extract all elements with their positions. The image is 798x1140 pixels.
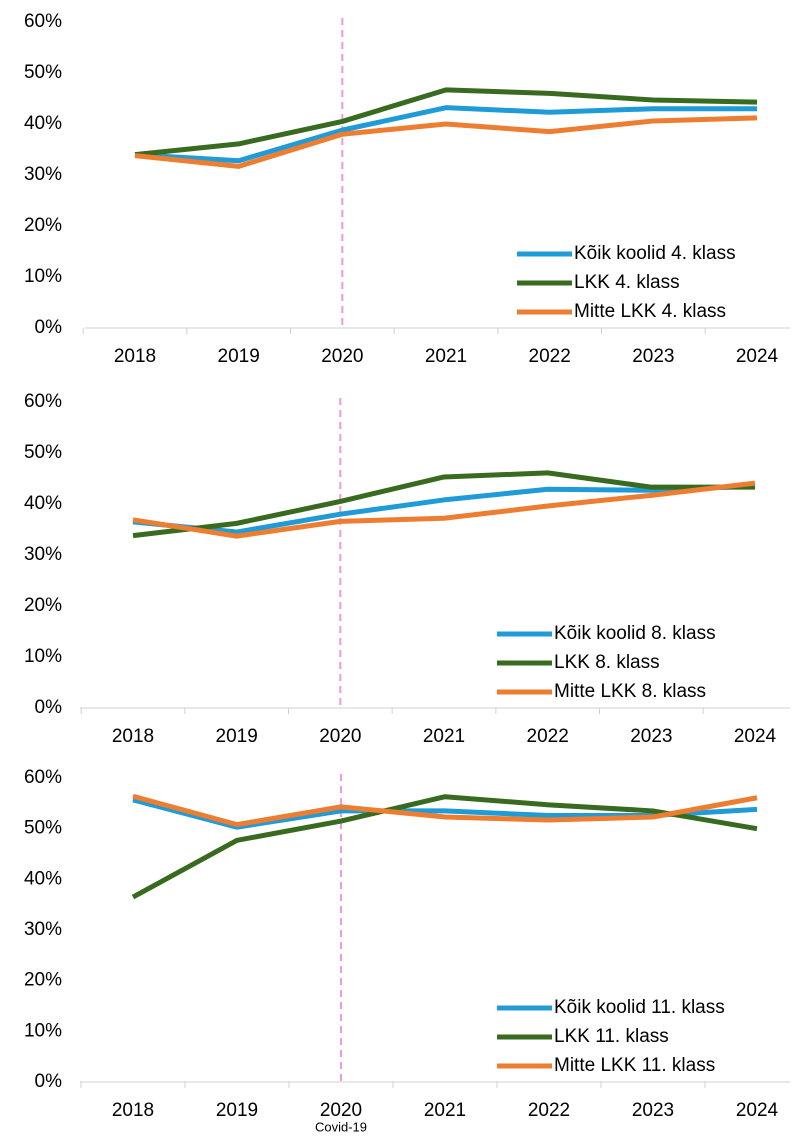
legend-label: Mitte LKK 4. klass bbox=[574, 301, 726, 322]
series-line bbox=[134, 87, 758, 158]
legend-label: LKK 11. klass bbox=[554, 1026, 669, 1047]
x-tick-label: 2020 bbox=[320, 1100, 362, 1121]
y-tick-label: 0% bbox=[35, 697, 63, 718]
y-tick-label: 10% bbox=[24, 1020, 62, 1041]
x-tick-label: 2023 bbox=[630, 726, 672, 747]
series-line bbox=[131, 794, 758, 900]
x-tick-label: 2019 bbox=[218, 346, 260, 367]
x-tick-label: 2019 bbox=[216, 726, 258, 747]
y-tick-label: 30% bbox=[24, 544, 62, 565]
x-tick-label: 2024 bbox=[736, 346, 779, 367]
y-tick-label: 40% bbox=[24, 113, 62, 134]
x-tick-label: 2020 bbox=[319, 726, 361, 747]
y-tick-label: 0% bbox=[35, 1071, 63, 1092]
x-tick-label: 2019 bbox=[216, 1100, 258, 1121]
y-tick-label: 30% bbox=[24, 164, 62, 185]
x-tick-label: 2021 bbox=[425, 346, 467, 367]
series-line bbox=[132, 470, 755, 539]
x-tick-label: 2023 bbox=[632, 1100, 674, 1121]
y-tick-label: 10% bbox=[24, 646, 62, 667]
y-tick-label: 40% bbox=[24, 868, 62, 889]
x-tick-label: 2022 bbox=[529, 346, 571, 367]
x-tick-label: 2018 bbox=[114, 346, 156, 367]
y-tick-label: 40% bbox=[24, 493, 62, 514]
x-tick-label: 2022 bbox=[528, 1100, 570, 1121]
y-tick-label: 60% bbox=[24, 767, 62, 788]
x-tick-label: 2022 bbox=[527, 726, 569, 747]
legend-label: Kõik koolid 4. klass bbox=[574, 243, 736, 264]
legend-label: Mitte LKK 8. klass bbox=[554, 681, 706, 702]
legend-label: Kõik koolid 8. klass bbox=[554, 623, 716, 644]
legend-label: Kõik koolid 11. klass bbox=[554, 997, 725, 1018]
x-tick-label: 2021 bbox=[423, 726, 465, 747]
series-line bbox=[134, 115, 758, 169]
series-line bbox=[132, 483, 756, 535]
y-tick-label: 20% bbox=[24, 595, 62, 616]
series-line bbox=[132, 480, 756, 539]
legend-label: LKK 4. klass bbox=[574, 272, 680, 293]
x-tick-label: 2018 bbox=[112, 1100, 154, 1121]
series-line bbox=[134, 105, 757, 164]
y-tick-label: 20% bbox=[24, 215, 62, 236]
y-tick-label: 60% bbox=[24, 11, 62, 32]
x-tick-label: 2024 bbox=[736, 1100, 779, 1121]
y-tick-label: 0% bbox=[35, 317, 63, 338]
y-tick-label: 60% bbox=[24, 391, 62, 412]
x-tick-label: 2018 bbox=[112, 726, 154, 747]
x-tick-label: 2021 bbox=[424, 1100, 466, 1121]
annotation: Covid-19 bbox=[315, 1119, 367, 1134]
y-tick-label: 30% bbox=[24, 919, 62, 940]
y-tick-label: 50% bbox=[24, 62, 62, 83]
y-tick-label: 10% bbox=[24, 266, 62, 287]
y-tick-label: 20% bbox=[24, 970, 62, 991]
y-tick-label: 50% bbox=[24, 818, 62, 839]
legend-label: LKK 8. klass bbox=[554, 652, 660, 673]
x-tick-label: 2023 bbox=[632, 346, 674, 367]
series-line bbox=[132, 793, 758, 828]
y-tick-label: 50% bbox=[24, 442, 62, 463]
x-tick-label: 2024 bbox=[734, 726, 777, 747]
x-tick-label: 2020 bbox=[321, 346, 363, 367]
legend-label: Mitte LKK 11. klass bbox=[554, 1055, 715, 1076]
